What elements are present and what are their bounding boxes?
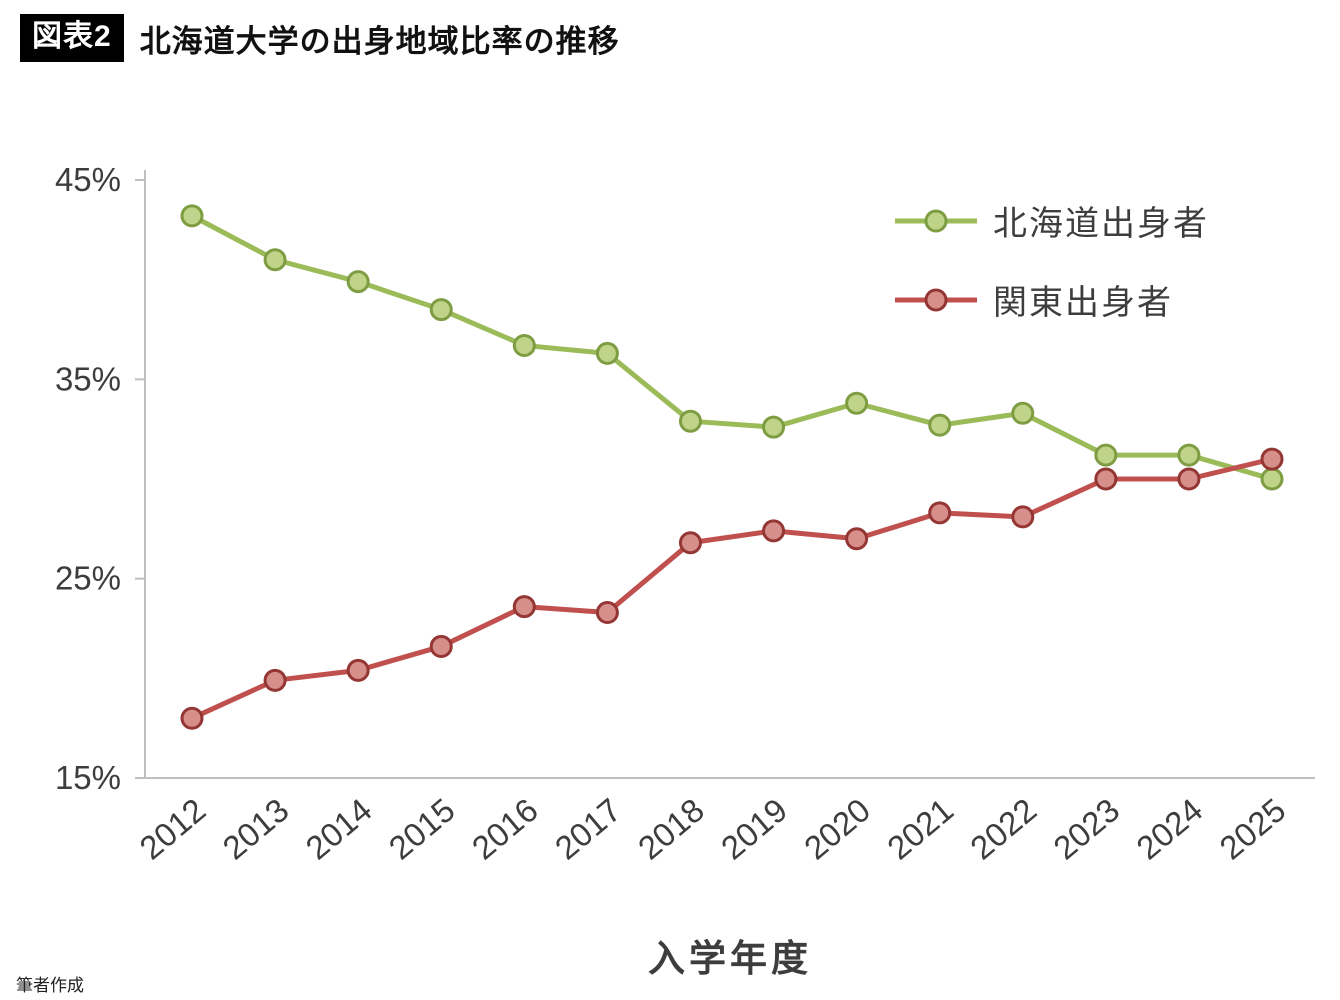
legend-line-marker-icon [895,288,977,311]
data-point-marker [762,519,786,543]
data-point-marker [263,248,287,272]
y-tick-label: 45% [55,161,121,198]
data-point-marker [512,595,536,619]
chart-legend: 北海道出身者 関東出身者 [893,196,1209,324]
figure-title: 北海道大学の出身地域比率の推移 [139,23,620,59]
data-point-marker [595,341,619,365]
legend-line-marker-icon [895,209,977,232]
x-tick-label: 2017 [548,791,628,867]
data-point-marker [1177,467,1201,491]
x-axis-title: 入学年度 [648,938,812,979]
data-point-marker [429,634,453,658]
data-point-marker [1011,401,1035,425]
x-tick-label: 2015 [382,791,462,867]
data-point-marker [512,333,536,357]
data-point-marker [263,668,287,692]
source-note: 筆者作成 [16,976,84,995]
data-point-marker [180,706,204,730]
data-point-marker [928,501,952,525]
x-tick-label: 2012 [132,791,212,867]
data-point-marker [429,298,453,322]
data-point-marker [1011,505,1035,529]
x-tick-label: 2023 [1046,791,1126,867]
figure-number-badge: 図表2 [20,14,124,62]
data-point-marker [1260,447,1284,471]
y-tick-label: 35% [55,360,121,397]
data-point-marker [1094,443,1118,467]
data-point-marker [845,527,869,551]
data-point-marker [928,413,952,437]
data-point-marker [845,391,869,415]
legend-item-hokkaido: 北海道出身者 [893,196,1209,245]
x-tick-label: 2021 [880,791,960,867]
data-point-marker [1094,467,1118,491]
series-line-0 [189,213,1275,482]
data-point-marker [180,204,204,228]
legend-label-kanto: 関東出身者 [993,284,1173,322]
series-line-1 [189,456,1275,721]
x-tick-label: 2024 [1129,791,1209,867]
data-point-marker [678,531,702,555]
x-tick-label: 2022 [963,791,1043,867]
x-tick-label: 2013 [216,791,296,867]
data-point-marker [1260,467,1284,491]
figure-header: 図表2 北海道大学の出身地域比率の推移 [20,14,620,62]
x-tick-label: 2025 [1212,791,1292,867]
x-tick-label: 2019 [714,791,794,867]
data-point-marker [346,270,370,294]
legend-label-hokkaido: 北海道出身者 [993,205,1209,243]
data-point-marker [346,658,370,682]
data-point-marker [678,409,702,433]
y-tick-label: 25% [55,560,121,597]
x-tick-label: 2018 [631,791,711,867]
data-point-marker [595,601,619,625]
y-tick-label: 15% [55,759,121,796]
legend-item-kanto: 関東出身者 [893,275,1209,324]
data-point-marker [1177,443,1201,467]
data-point-marker [762,415,786,439]
x-tick-label: 2016 [465,791,545,867]
x-tick-label: 2020 [797,791,877,867]
x-tick-label: 2014 [299,791,379,867]
